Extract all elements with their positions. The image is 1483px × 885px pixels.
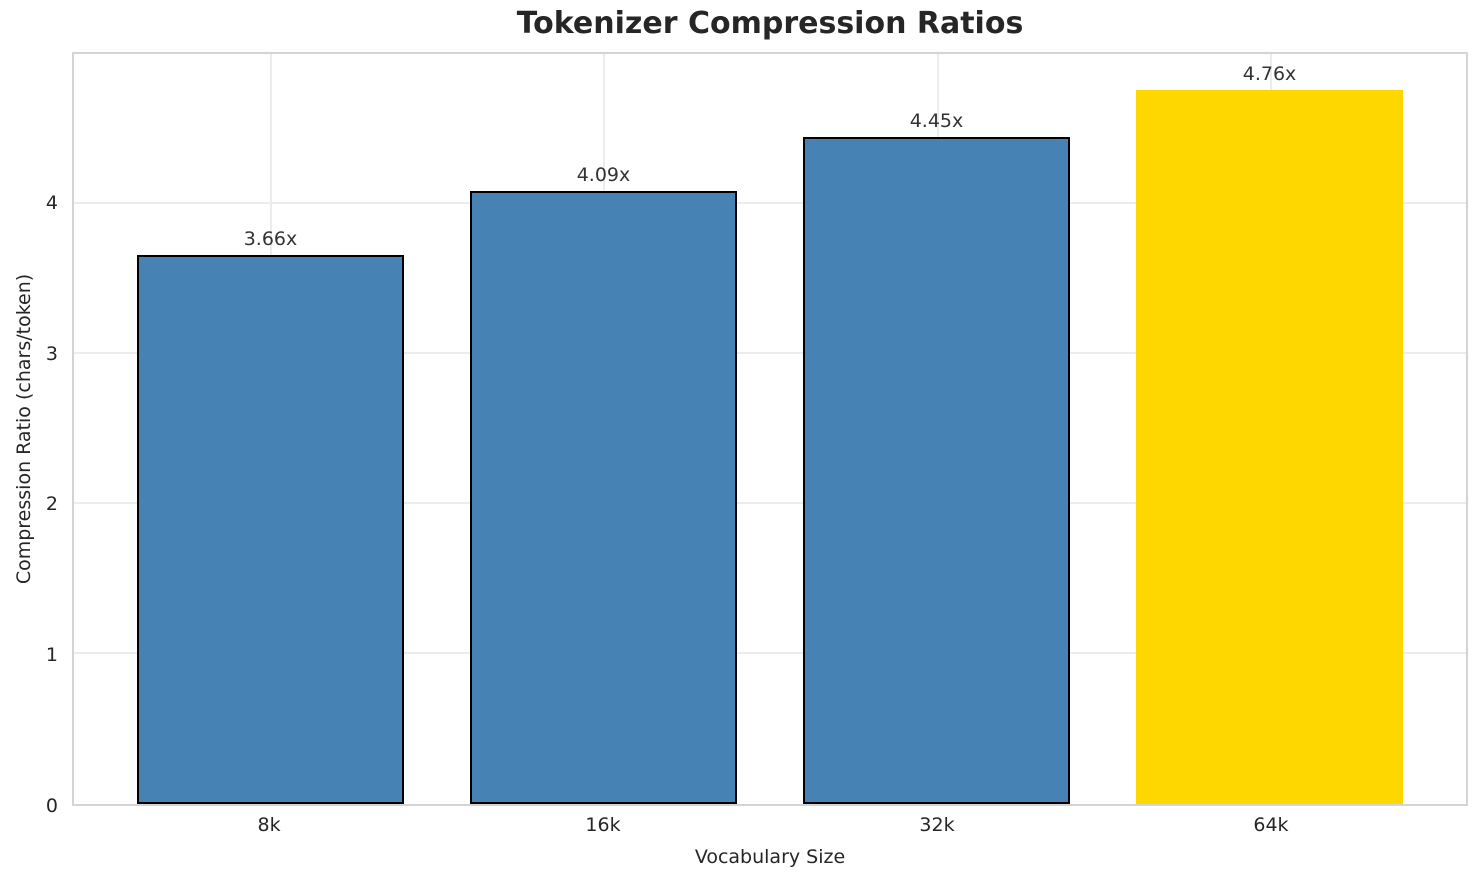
horizontal-gridline <box>74 202 1466 204</box>
bar-16k <box>470 190 737 804</box>
bar-64k <box>1136 90 1403 804</box>
x-tick-label: 32k <box>919 814 955 836</box>
horizontal-gridline <box>74 652 1466 654</box>
bar-8k <box>137 255 404 804</box>
horizontal-gridline <box>74 352 1466 354</box>
plot-area: 3.66x 4.09x 4.45x 4.76x <box>72 52 1468 806</box>
bar-value-label: 4.76x <box>1242 63 1297 85</box>
y-axis-label: Compression Ratio (chars/token) <box>13 273 35 585</box>
x-tick-label: 16k <box>585 814 621 836</box>
y-axis-tick-labels: 0 1 2 3 4 <box>0 52 58 817</box>
y-tick-label: 4 <box>45 191 58 214</box>
x-axis-tick-labels: 8k 16k 32k 64k <box>72 814 1468 840</box>
x-axis-label: Vocabulary Size <box>694 846 846 868</box>
horizontal-gridline <box>74 502 1466 504</box>
bar-value-label: 4.09x <box>576 163 631 186</box>
y-tick-label: 1 <box>45 644 58 667</box>
bar-32k <box>803 136 1070 804</box>
y-tick-label: 3 <box>45 342 58 365</box>
x-tick-label: 8k <box>257 814 281 836</box>
bar-value-label: 4.45x <box>909 109 964 132</box>
y-tick-label: 2 <box>45 493 58 516</box>
bar-value-label: 3.66x <box>243 228 298 250</box>
x-tick-label: 64k <box>1253 814 1289 836</box>
chart-title: Tokenizer Compression Ratios <box>516 6 1024 41</box>
y-tick-label: 0 <box>45 795 58 817</box>
